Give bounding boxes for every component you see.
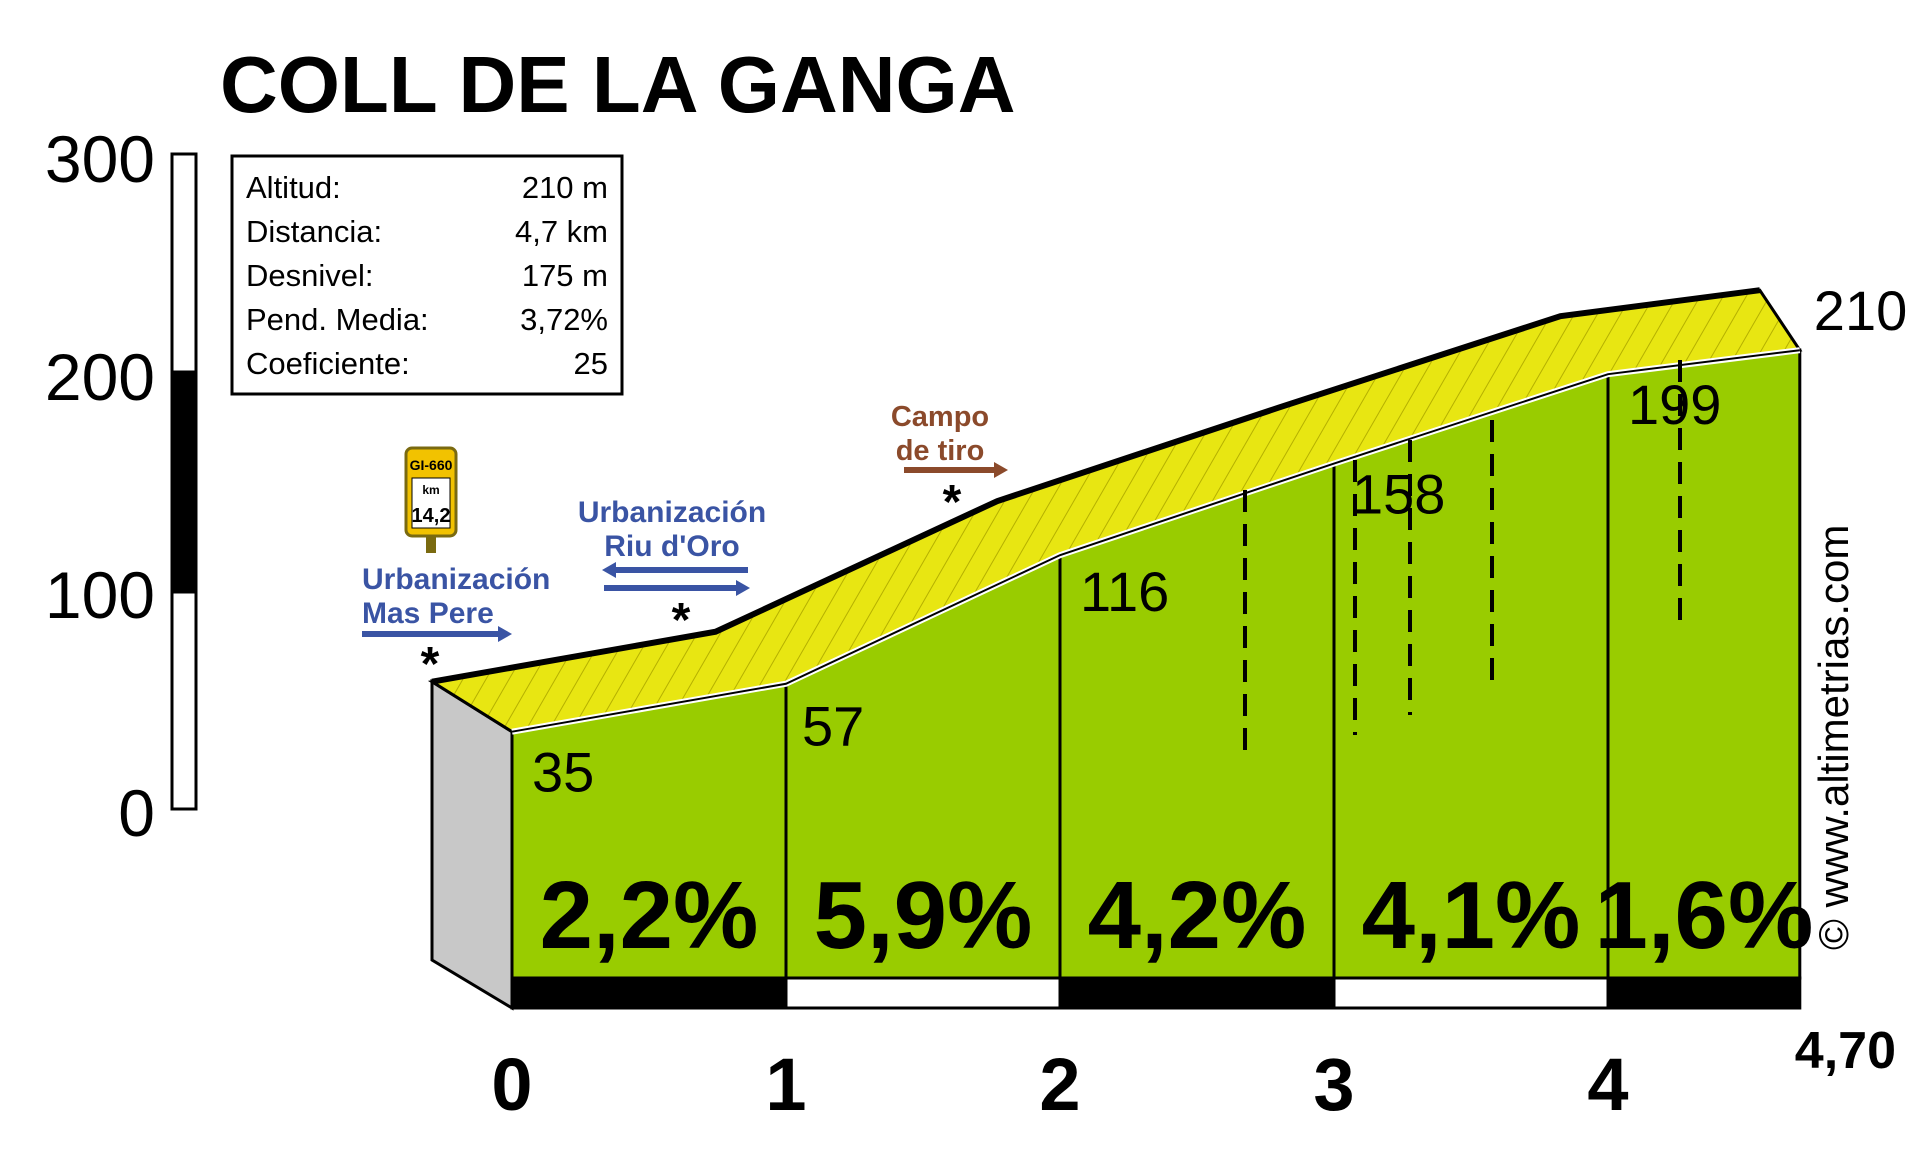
segment-gradient-label: 4,1% (1362, 862, 1581, 969)
segment-gradient-label: 5,9% (814, 862, 1033, 969)
profile-layer: 2,2% 5,9% 4,2% 4,1% 1,6% 35 57 116 158 199 210 0 1 2 3… (427, 279, 1907, 1126)
stats-value-distance: 4,7 km (515, 214, 608, 249)
altitude-label: 199 (1628, 373, 1721, 436)
stats-label-distance: Distancia: (246, 214, 382, 249)
x-tick-label: 1 (765, 1043, 806, 1126)
stats-label-elevation-gain: Desnivel: (246, 258, 374, 293)
stats-value-coefficient: 25 (574, 346, 608, 381)
km-marker-star: * (421, 638, 440, 691)
stats-label-average-gradient: Pend. Media: (246, 302, 429, 337)
x-tick-label: 3 (1313, 1043, 1354, 1126)
altitude-label: 116 (1080, 560, 1169, 623)
annotation-arrow-head (736, 580, 750, 596)
scale-bar-segment-low (170, 590, 198, 811)
road-sign-km: 14,2 (412, 505, 451, 527)
profile-side-panel (430, 678, 514, 1011)
road-top-edge (431, 287, 1761, 685)
altitude-label: 210 (1814, 279, 1907, 342)
annotation-campo-de-tiro: Campo de tiro * (891, 401, 1008, 529)
km-bar-segment (784, 976, 1062, 1010)
y-tick-label: 100 (45, 558, 155, 632)
scale-bar-segment-high (170, 152, 198, 374)
stats-box: Altitud: 210 m Distancia: 4,7 km Desnive… (230, 154, 624, 396)
km-bar-segment (510, 976, 788, 1010)
stats-label-altitude: Altitud: (246, 170, 341, 205)
stats-value-elevation-gain: 175 m (522, 258, 608, 293)
km-marker-star: * (943, 476, 962, 529)
altitude-label: 57 (802, 695, 864, 758)
annotation-arrow-head (498, 626, 512, 642)
stats-box-frame (230, 154, 624, 396)
altitude-label: 35 (532, 741, 594, 804)
altitude-label: 158 (1352, 463, 1445, 526)
road-sign-unit: km (422, 483, 439, 497)
annotation-line: Campo (891, 401, 989, 433)
annotation-line: Mas Pere (362, 597, 494, 630)
segment-gradient-label: 4,2% (1088, 862, 1307, 969)
annotation-line: Riu d'Oro (604, 530, 739, 563)
km-bar-segment (1606, 976, 1802, 1010)
annotation-mas-pere: Urbanización Mas Pere * (362, 563, 550, 691)
stats-label-coefficient: Coeficiente: (246, 346, 410, 381)
y-tick-label: 300 (45, 122, 155, 196)
km-marker-star: * (672, 594, 691, 647)
scale-bar-segment-mid (170, 370, 198, 594)
road-sign-post (426, 527, 436, 553)
annotation-line: Urbanización (362, 563, 550, 596)
x-tick-label: 0 (491, 1043, 532, 1126)
segment-gradient-label: 2,2% (540, 862, 759, 969)
y-tick-label: 0 (118, 776, 155, 850)
altitude-scale: 300 200 100 0 (45, 122, 198, 850)
profile-top-edge-line (511, 349, 1800, 733)
x-tick-label: 4 (1587, 1043, 1628, 1126)
annotation-line: Urbanización (578, 496, 766, 529)
chart-title: COLL DE LA GANGA (220, 40, 1016, 129)
km-bar-segment (1332, 976, 1610, 1010)
km-bar-segment (1058, 976, 1336, 1010)
road-sign: GI-660 km 14,2 (404, 446, 458, 553)
segment-gradient-label: 1,6% (1594, 862, 1813, 969)
road-sign-road: GI-660 (410, 457, 453, 473)
x-tick-label: 2 (1039, 1043, 1080, 1126)
y-tick-label: 200 (45, 340, 155, 414)
stats-value-average-gradient: 3,72% (520, 302, 608, 337)
x-end-label: 4,70 (1795, 1022, 1896, 1080)
watermark: © www.altimetrias.com (1810, 525, 1857, 950)
annotation-line: de tiro (896, 435, 985, 467)
road-sign-plate (411, 477, 451, 529)
stats-value-altitude: 210 m (522, 170, 608, 205)
annotation-riu-doro: Urbanización Riu d'Oro * (578, 496, 766, 647)
annotation-arrow-head (994, 462, 1008, 478)
annotation-arrow-head (602, 562, 616, 578)
